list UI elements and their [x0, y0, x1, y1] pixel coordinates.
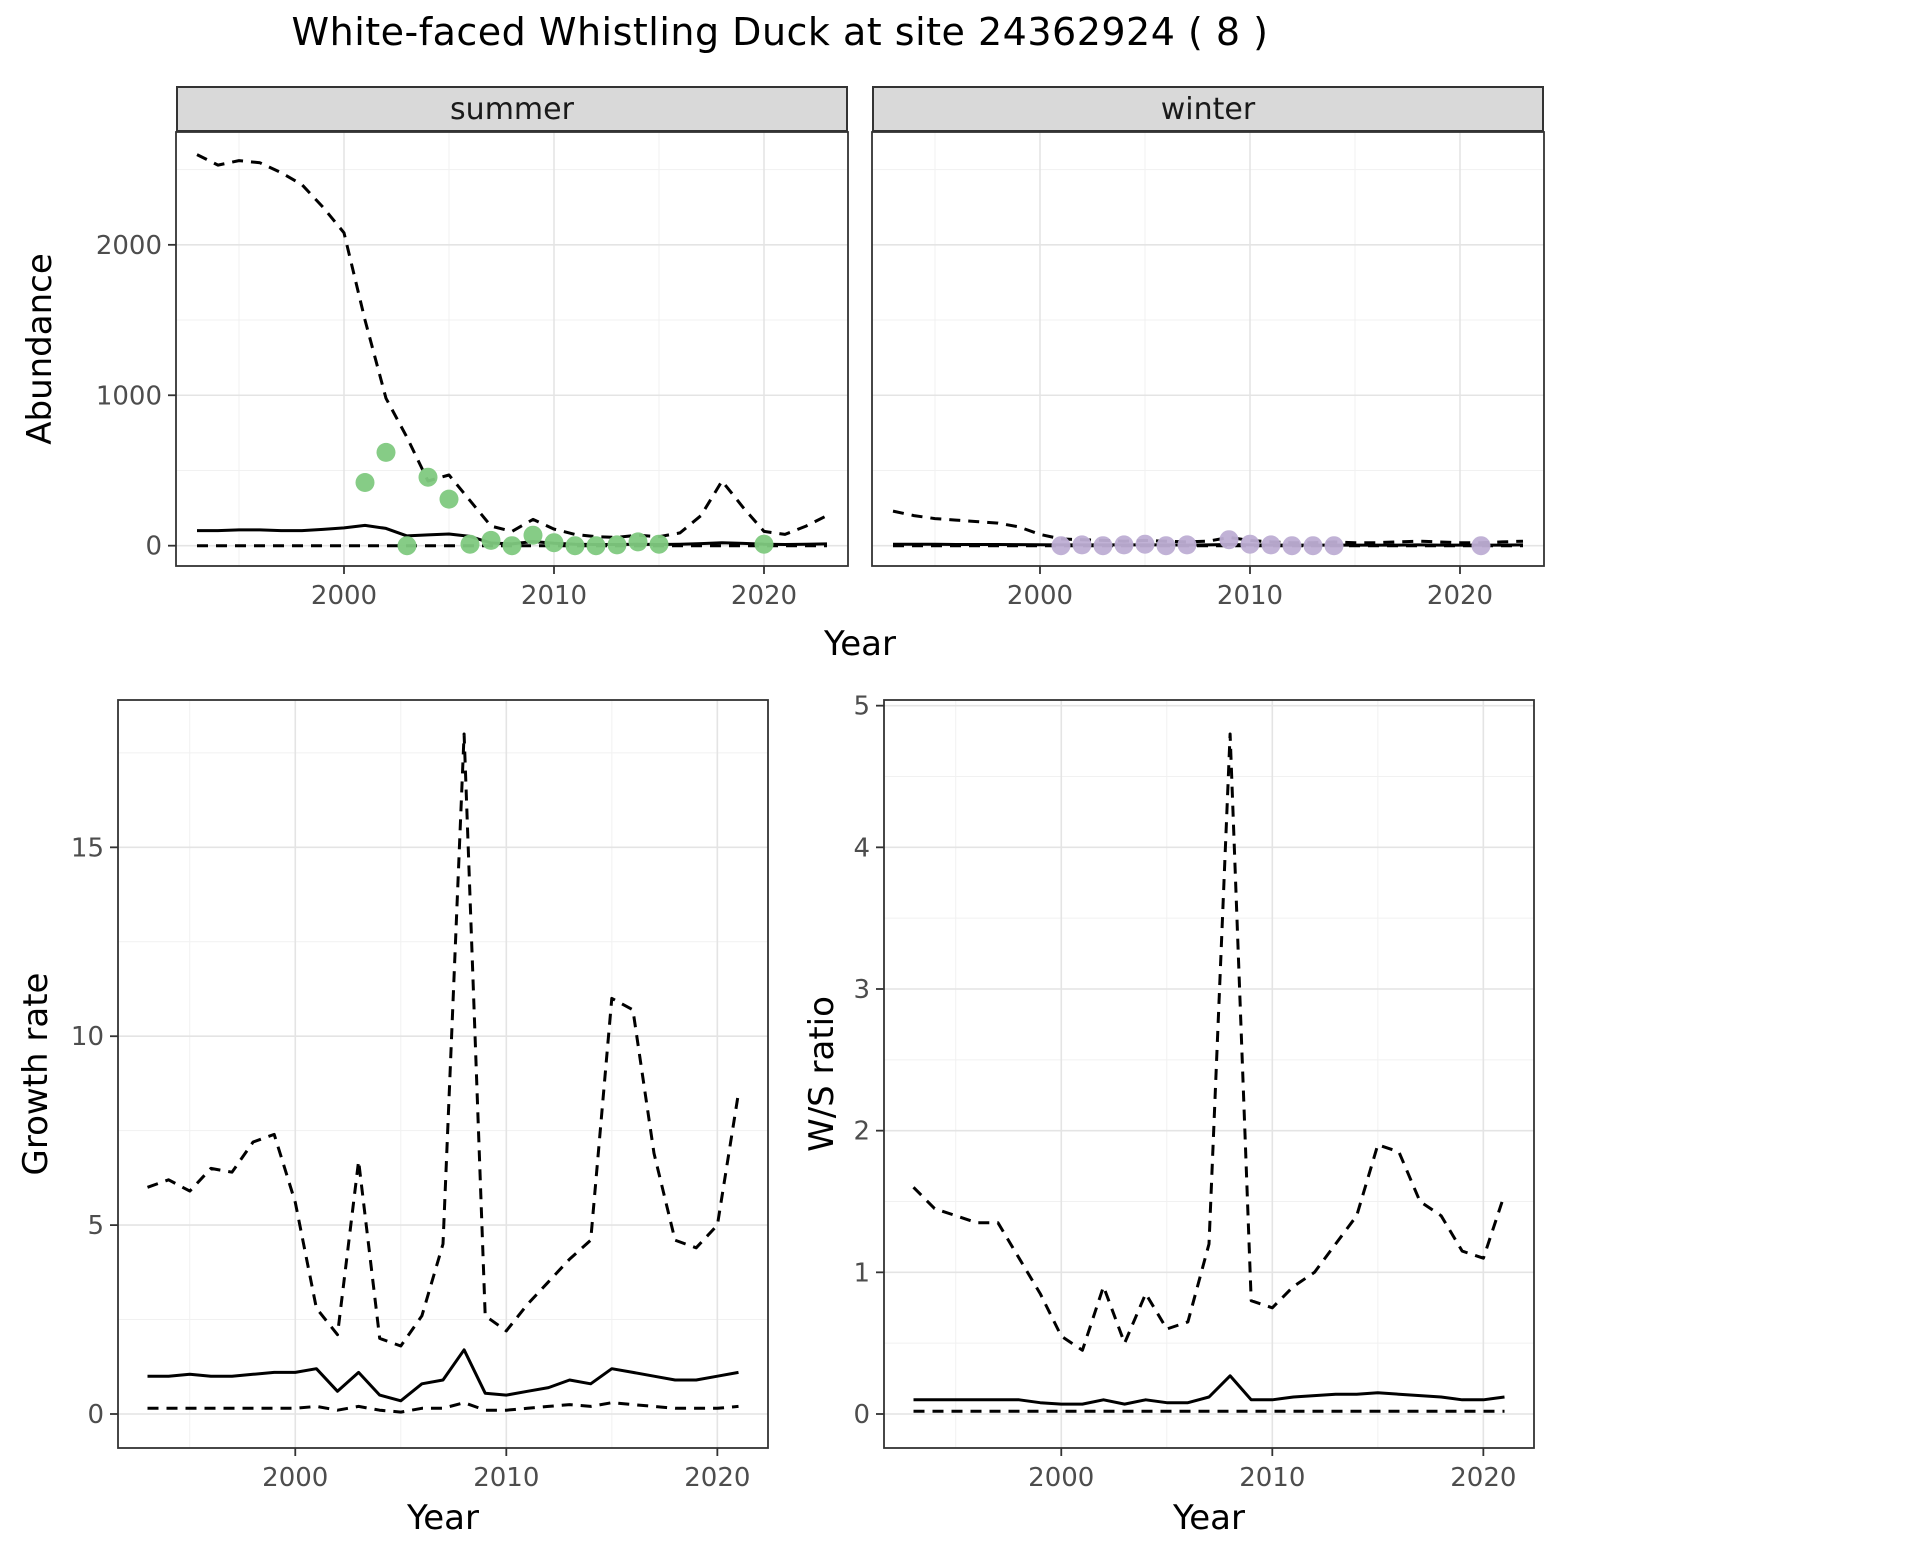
- figure: 2000 2010 2020 0 1000 2000 2000 2010 2020 2000 201…: [16, 10, 1545, 1538]
- panel-abundance-winter: 2000 2010 2020: [871, 131, 1545, 611]
- growth-rate-upper-ci-line: [146, 732, 740, 1348]
- observed-summer-point: [565, 536, 585, 556]
- observed-summer-point: [649, 534, 669, 554]
- y-tick-label: 5: [853, 692, 870, 722]
- panel-ws-ratio: 2000 2010 2020 0 1 2 3 4 5: [853, 692, 1535, 1493]
- panel-abundance-summer: 2000 2010 2020 0 1000 2000: [96, 131, 849, 611]
- y-tick-label: 4: [853, 833, 870, 863]
- figure-title: White-faced Whistling Duck at site 24362…: [291, 10, 1269, 54]
- data-layer-abundance-summer: [196, 153, 828, 556]
- panel-bg-growth-rate: [118, 700, 768, 1448]
- y-tick-label: 15: [71, 833, 104, 863]
- facet-strip-winter-label: winter: [1160, 91, 1256, 127]
- y-tick-label: 10: [71, 1022, 104, 1052]
- y-axis-label-ws-ratio: W/S ratio: [802, 996, 842, 1152]
- x-axis-label-year-top: Year: [824, 624, 896, 664]
- x-axis-label-year-ws: Year: [1173, 1498, 1245, 1538]
- x-tick-label: 2020: [731, 581, 797, 611]
- panel-bg-abundance-winter: [872, 132, 1544, 566]
- y-tick-label: 0: [145, 532, 162, 562]
- observed-winter-point: [1471, 536, 1491, 556]
- x-axis-label-year-growth: Year: [407, 1498, 479, 1538]
- x-tick-label: 2000: [262, 1463, 328, 1493]
- x-tick-label: 2010: [1239, 1463, 1305, 1493]
- facet-strip-summer-label: summer: [450, 91, 574, 127]
- observed-summer-point: [607, 535, 627, 555]
- observed-winter-point: [1240, 534, 1260, 554]
- x-tick-label: 2010: [1217, 581, 1283, 611]
- observed-summer-point: [460, 534, 480, 554]
- y-tick-label: 0: [853, 1400, 870, 1430]
- x-tick-label: 2000: [1007, 581, 1073, 611]
- observed-summer-point: [502, 536, 522, 556]
- observed-winter-point: [1114, 535, 1134, 555]
- panel-bg-ws-ratio: [884, 700, 1534, 1448]
- facet-strip-winter: winter: [872, 86, 1544, 132]
- observed-summer-point: [586, 536, 606, 556]
- y-axis-label-growth-rate: Growth rate: [16, 972, 56, 1176]
- observed-winter-point: [1219, 530, 1239, 550]
- panel-border-growth-rate: [117, 699, 769, 1449]
- observed-summer-point: [754, 534, 774, 554]
- observed-summer-point: [481, 530, 501, 550]
- y-tick-label: 2000: [96, 231, 162, 261]
- data-layer-ws-ratio: [912, 732, 1506, 1413]
- observed-winter-point: [1303, 536, 1323, 556]
- y-tick-label: 5: [87, 1211, 104, 1241]
- observed-summer-point: [523, 525, 543, 545]
- x-tick-label: 2010: [521, 581, 587, 611]
- ws-ratio-upper-ci-line: [912, 732, 1506, 1352]
- facet-strip-summer: summer: [176, 86, 848, 132]
- data-layer-abundance-winter: [892, 509, 1524, 556]
- observed-summer-point: [397, 536, 417, 556]
- x-tick-label: 2010: [473, 1463, 539, 1493]
- growth-rate-lower-ci-line: [147, 1401, 739, 1414]
- panel-bg-abundance-summer: [176, 132, 848, 566]
- y-axis-label-abundance: Abundance: [20, 253, 60, 445]
- y-tick-label: 3: [853, 975, 870, 1005]
- x-tick-label: 2020: [1450, 1463, 1516, 1493]
- growth-rate-median-line: [147, 1348, 739, 1403]
- observed-summer-point: [355, 473, 375, 492]
- observed-winter-point: [1156, 536, 1176, 556]
- observed-summer-point: [628, 532, 648, 552]
- panel-border-abundance-summer: [175, 131, 849, 567]
- observed-summer-point: [439, 489, 459, 509]
- observed-winter-point: [1135, 534, 1155, 554]
- observed-winter-point: [1177, 535, 1197, 555]
- observed-summer-point: [376, 442, 396, 462]
- panel-growth-rate: 2000 2010 2020 0 5 10 15: [71, 699, 769, 1493]
- ws-ratio-median-line: [913, 1374, 1505, 1406]
- data-layer-growth-rate: [146, 732, 740, 1414]
- panel-border-abundance-winter: [871, 131, 1545, 567]
- x-tick-label: 2000: [311, 581, 377, 611]
- observed-winter-point: [1072, 535, 1092, 555]
- y-tick-label: 1000: [96, 381, 162, 411]
- panel-border-ws-ratio: [883, 699, 1535, 1449]
- x-tick-label: 2020: [684, 1463, 750, 1493]
- observed-summer-point: [544, 533, 564, 553]
- x-tick-label: 2000: [1028, 1463, 1094, 1493]
- observed-winter-point: [1051, 536, 1071, 556]
- observed-winter-point: [1261, 535, 1281, 555]
- x-tick-label: 2020: [1427, 581, 1493, 611]
- observed-summer-point: [418, 467, 438, 487]
- abundance-winter-upper-ci-line: [892, 509, 1524, 545]
- y-tick-label: 2: [853, 1117, 870, 1147]
- y-tick-label: 1: [853, 1258, 870, 1288]
- observed-winter-point: [1324, 536, 1344, 556]
- y-tick-label: 0: [87, 1400, 104, 1430]
- observed-winter-point: [1093, 536, 1113, 556]
- observed-winter-point: [1282, 536, 1302, 556]
